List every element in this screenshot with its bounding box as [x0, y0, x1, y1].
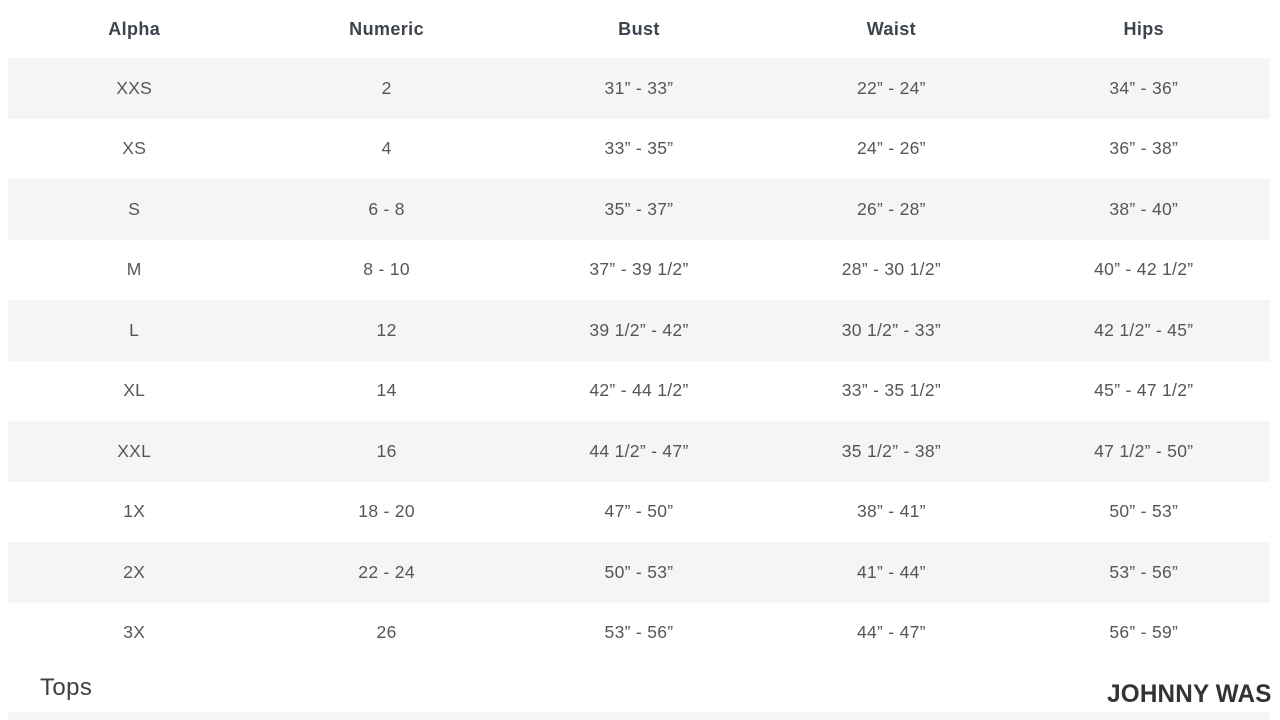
section-label-tops: Tops [40, 674, 93, 701]
table-header-row: Alpha Numeric Bust Waist Hips [8, 0, 1270, 58]
cell-hips: 45” - 47 1/2” [1094, 380, 1194, 401]
cell-waist: 24” - 26” [856, 138, 926, 159]
column-header-bust: Bust [618, 18, 660, 39]
cell-alpha: XS [122, 138, 147, 159]
brand-logo-johnny-was: JOHNNY WAS [1107, 680, 1272, 708]
table-row: XS 4 33” - 35” 24” - 26” 36” - 38” [8, 119, 1270, 180]
table-row: 3X 26 53” - 56” 44” - 47” 56” - 59” [8, 603, 1270, 664]
cell-hips: 42 1/2” - 45” [1094, 319, 1194, 340]
cell-hips: 34” - 36” [1109, 77, 1179, 98]
cell-hips: 53” - 56” [1109, 561, 1179, 582]
table-row: L 12 39 1/2” - 42” 30 1/2” - 33” 42 1/2” - 4… [8, 300, 1270, 361]
cell-bust: 50” - 53” [604, 561, 674, 582]
cell-numeric: 6 - 8 [368, 198, 405, 219]
table-row: XL 14 42” - 44 1/2” 33” - 35 1/2” 45” - 47 1… [8, 361, 1270, 422]
next-table-row-peek [8, 712, 1270, 720]
cell-alpha: S [128, 198, 141, 219]
table-row: 2X 22 - 24 50” - 53” 41” - 44” 53” - 56” [8, 542, 1270, 603]
cell-bust: 42” - 44 1/2” [589, 380, 689, 401]
table-body: XXS 2 31” - 33” 22” - 24” 34” - 36” XS 4 33” - … [8, 58, 1270, 663]
cell-hips: 47 1/2” - 50” [1094, 440, 1194, 461]
table-row: S 6 - 8 35” - 37” 26” - 28” 38” - 40” [8, 179, 1270, 240]
cell-waist: 44” - 47” [856, 622, 926, 643]
cell-waist: 26” - 28” [856, 198, 926, 219]
cell-numeric: 14 [376, 380, 397, 401]
table-row: XXS 2 31” - 33” 22” - 24” 34” - 36” [8, 58, 1270, 119]
cell-waist: 22” - 24” [856, 77, 926, 98]
cell-alpha: XXS [116, 77, 153, 98]
cell-numeric: 2 [381, 77, 392, 98]
cell-hips: 38” - 40” [1109, 198, 1179, 219]
cell-bust: 35” - 37” [604, 198, 674, 219]
cell-hips: 36” - 38” [1109, 138, 1179, 159]
table-row: XXL 16 44 1/2” - 47” 35 1/2” - 38” 47 1/2” -… [8, 421, 1270, 482]
cell-waist: 30 1/2” - 33” [841, 319, 941, 340]
cell-hips: 56” - 59” [1109, 622, 1179, 643]
cell-hips: 40” - 42 1/2” [1094, 259, 1194, 280]
cell-numeric: 22 - 24 [358, 561, 415, 582]
cell-numeric: 16 [376, 440, 397, 461]
cell-hips: 50” - 53” [1109, 501, 1179, 522]
cell-bust: 47” - 50” [604, 501, 674, 522]
cell-waist: 41” - 44” [856, 561, 926, 582]
cell-bust: 44 1/2” - 47” [589, 440, 689, 461]
column-header-alpha: Alpha [108, 18, 161, 39]
cell-alpha: XL [123, 380, 146, 401]
cell-alpha: L [129, 319, 140, 340]
cell-waist: 28” - 30 1/2” [841, 259, 941, 280]
cell-numeric: 4 [381, 138, 392, 159]
cell-alpha: 2X [123, 561, 146, 582]
cell-numeric: 18 - 20 [358, 501, 415, 522]
column-header-hips: Hips [1123, 18, 1165, 39]
cell-waist: 33” - 35 1/2” [841, 380, 941, 401]
size-chart-table: Alpha Numeric Bust Waist Hips XXS 2 31” - … [8, 0, 1270, 663]
cell-bust: 39 1/2” - 42” [589, 319, 689, 340]
cell-alpha: 1X [123, 501, 146, 522]
cell-alpha: 3X [123, 622, 146, 643]
cell-bust: 31” - 33” [604, 77, 674, 98]
cell-bust: 33” - 35” [604, 138, 674, 159]
cell-bust: 53” - 56” [604, 622, 674, 643]
cell-alpha: M [126, 259, 142, 280]
cell-numeric: 26 [376, 622, 397, 643]
cell-numeric: 12 [376, 319, 397, 340]
cell-waist: 35 1/2” - 38” [841, 440, 941, 461]
column-header-waist: Waist [866, 18, 917, 39]
cell-numeric: 8 - 10 [363, 259, 410, 280]
table-row: M 8 - 10 37” - 39 1/2” 28” - 30 1/2” 40” - 4… [8, 240, 1270, 301]
cell-alpha: XXL [117, 440, 152, 461]
cell-bust: 37” - 39 1/2” [589, 259, 689, 280]
cell-waist: 38” - 41” [856, 501, 926, 522]
table-row: 1X 18 - 20 47” - 50” 38” - 41” 50” - 53” [8, 482, 1270, 543]
column-header-numeric: Numeric [349, 18, 424, 39]
